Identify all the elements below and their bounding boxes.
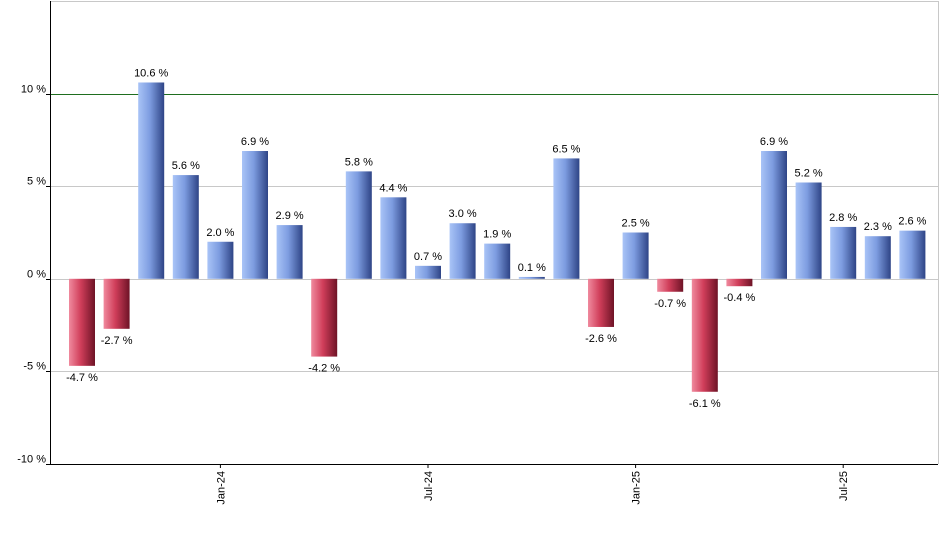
bar-value-label: 1.9 % xyxy=(483,229,511,241)
x-tick-label: Jul-25 xyxy=(838,471,850,501)
y-tick-label: 10 % xyxy=(21,84,46,96)
bar xyxy=(726,278,753,287)
bar-value-label: -4.2 % xyxy=(308,363,340,375)
bar xyxy=(553,158,580,279)
y-tick-label: -5 % xyxy=(23,361,46,373)
bar-value-label: -6.1 % xyxy=(689,398,721,410)
x-tick-label: Jan-25 xyxy=(631,471,643,505)
bar-value-label: 5.2 % xyxy=(795,167,823,179)
bar-value-label: 4.4 % xyxy=(379,182,407,194)
bar-value-label: -2.7 % xyxy=(101,335,133,347)
bar xyxy=(207,241,234,279)
value-labels: -4.7 % -2.7 % 10.6 % 5.6 % 2.0 % 6.9 % 2.9 % -4… xyxy=(66,67,927,409)
bar xyxy=(69,278,95,366)
y-tick-label: 0 % xyxy=(27,269,46,281)
bar-value-label: 3.0 % xyxy=(449,208,477,220)
x-tick-label: Jan-24 xyxy=(215,471,227,505)
bar-value-label: 0.1 % xyxy=(518,262,546,274)
bars xyxy=(69,82,926,392)
bar-value-label: 5.8 % xyxy=(345,156,373,168)
y-tick-label: -10 % xyxy=(17,454,46,466)
bar-value-label: 2.5 % xyxy=(622,218,650,230)
bar xyxy=(691,278,718,392)
bar xyxy=(899,230,926,279)
bar xyxy=(864,236,891,279)
bar-value-label: 5.6 % xyxy=(172,160,200,172)
axes: -10 % -5 % 0 % 5 % 10 % Jan-24 Jul-24 Jan-25 Jul… xyxy=(17,1,938,505)
bar xyxy=(138,82,165,279)
x-tick-label: Jul-24 xyxy=(423,471,435,501)
y-tick-label: 5 % xyxy=(27,176,46,188)
bar-value-label: -0.4 % xyxy=(724,292,756,304)
bar xyxy=(588,278,614,327)
bar xyxy=(518,276,545,279)
bar xyxy=(415,265,441,279)
bar-value-label: 6.9 % xyxy=(241,136,269,148)
bar xyxy=(172,175,199,279)
bar-value-label: -0.7 % xyxy=(654,298,686,310)
bar xyxy=(276,225,303,279)
bar-value-label: 6.5 % xyxy=(552,143,580,155)
bar-value-label: 0.7 % xyxy=(414,251,442,263)
bar xyxy=(311,278,338,357)
bar xyxy=(761,151,787,279)
bar-value-label: -4.7 % xyxy=(66,372,98,384)
bar-value-label: 2.0 % xyxy=(206,227,234,239)
bar-value-label: 6.9 % xyxy=(760,136,788,148)
bar xyxy=(449,223,476,279)
bar xyxy=(622,232,649,279)
bar-value-label: 10.6 % xyxy=(134,67,168,79)
bar-value-label: -2.6 % xyxy=(585,333,617,345)
bar-value-label: 2.6 % xyxy=(898,216,926,228)
bar xyxy=(103,278,130,329)
bar-value-label: 2.8 % xyxy=(829,212,857,224)
bar xyxy=(345,171,372,279)
bar xyxy=(484,243,511,279)
bar-value-label: 2.3 % xyxy=(864,221,892,233)
bar-value-label: 2.9 % xyxy=(276,210,304,222)
bar xyxy=(795,182,822,279)
bar xyxy=(657,278,684,292)
bar xyxy=(242,151,268,279)
bar xyxy=(830,226,857,279)
bar xyxy=(380,197,407,279)
